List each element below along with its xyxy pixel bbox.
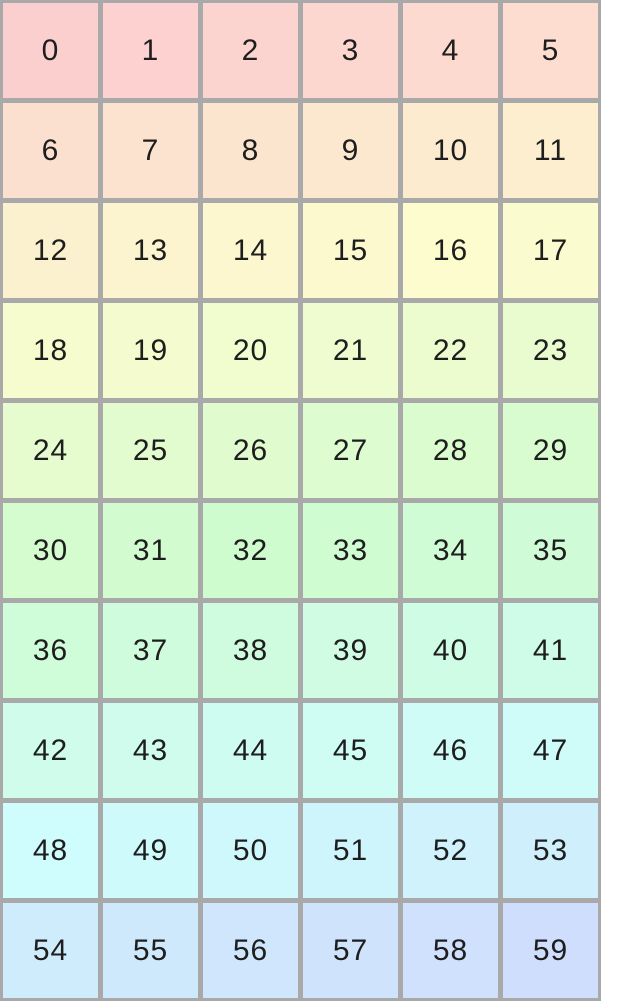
- grid-cell[interactable]: 49: [103, 803, 198, 898]
- grid-cell[interactable]: 33: [303, 503, 398, 598]
- grid-cell[interactable]: 35: [503, 503, 598, 598]
- grid-cell[interactable]: 43: [103, 703, 198, 798]
- grid-cell[interactable]: 10: [403, 103, 498, 198]
- grid-cell[interactable]: 34: [403, 503, 498, 598]
- grid-cell[interactable]: 24: [3, 403, 98, 498]
- grid-cell[interactable]: 2: [203, 3, 298, 98]
- grid-cell[interactable]: 11: [503, 103, 598, 198]
- grid-cell[interactable]: 37: [103, 603, 198, 698]
- grid-cell[interactable]: 16: [403, 203, 498, 298]
- grid-cell[interactable]: 58: [403, 903, 498, 998]
- grid-cell[interactable]: 45: [303, 703, 398, 798]
- grid-cell[interactable]: 6: [3, 103, 98, 198]
- grid-cell[interactable]: 8: [203, 103, 298, 198]
- grid-cell[interactable]: 1: [103, 3, 198, 98]
- grid-cell[interactable]: 50: [203, 803, 298, 898]
- grid-cell[interactable]: 42: [3, 703, 98, 798]
- grid-cell[interactable]: 47: [503, 703, 598, 798]
- grid-cell[interactable]: 23: [503, 303, 598, 398]
- grid-cell[interactable]: 14: [203, 203, 298, 298]
- grid-cell[interactable]: 13: [103, 203, 198, 298]
- grid-cell[interactable]: 9: [303, 103, 398, 198]
- grid-cell[interactable]: 55: [103, 903, 198, 998]
- grid-cell[interactable]: 26: [203, 403, 298, 498]
- grid-cell[interactable]: 46: [403, 703, 498, 798]
- grid-cell[interactable]: 4: [403, 3, 498, 98]
- grid-cell[interactable]: 56: [203, 903, 298, 998]
- grid-cell[interactable]: 22: [403, 303, 498, 398]
- grid-cell[interactable]: 52: [403, 803, 498, 898]
- grid-cell[interactable]: 29: [503, 403, 598, 498]
- grid-cell[interactable]: 44: [203, 703, 298, 798]
- grid-cell[interactable]: 15: [303, 203, 398, 298]
- grid-cell[interactable]: 51: [303, 803, 398, 898]
- grid-cell[interactable]: 39: [303, 603, 398, 698]
- grid-cell[interactable]: 12: [3, 203, 98, 298]
- grid-cell[interactable]: 19: [103, 303, 198, 398]
- grid-cell[interactable]: 25: [103, 403, 198, 498]
- grid-cell[interactable]: 7: [103, 103, 198, 198]
- grid-cell[interactable]: 53: [503, 803, 598, 898]
- grid-cell[interactable]: 40: [403, 603, 498, 698]
- grid-cell[interactable]: 57: [303, 903, 398, 998]
- grid-cell[interactable]: 20: [203, 303, 298, 398]
- grid-cell[interactable]: 21: [303, 303, 398, 398]
- grid-cell[interactable]: 38: [203, 603, 298, 698]
- grid-cell[interactable]: 41: [503, 603, 598, 698]
- grid-cell[interactable]: 28: [403, 403, 498, 498]
- grid-cell[interactable]: 36: [3, 603, 98, 698]
- grid-cell[interactable]: 30: [3, 503, 98, 598]
- grid-cell[interactable]: 27: [303, 403, 398, 498]
- grid-cell[interactable]: 18: [3, 303, 98, 398]
- number-grid: 0 1 2 3 4 5 6 7 8 9 10 11 12 13 14 15 16 17 18 19 20 21 22 23 24…: [0, 0, 601, 1001]
- grid-cell[interactable]: 3: [303, 3, 398, 98]
- grid-cell[interactable]: 48: [3, 803, 98, 898]
- grid-cell[interactable]: 32: [203, 503, 298, 598]
- grid-cell[interactable]: 54: [3, 903, 98, 998]
- grid-cell[interactable]: 59: [503, 903, 598, 998]
- grid-cell[interactable]: 17: [503, 203, 598, 298]
- grid-cell[interactable]: 5: [503, 3, 598, 98]
- grid-cell[interactable]: 0: [3, 3, 98, 98]
- grid-cell[interactable]: 31: [103, 503, 198, 598]
